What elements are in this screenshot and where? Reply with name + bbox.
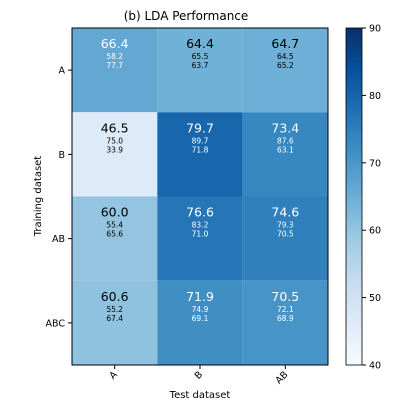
cell-value-label: 66.4 — [101, 36, 129, 51]
heatmap-cell — [157, 196, 243, 281]
cell-subvalue-label: 72.1 — [277, 305, 294, 314]
heatmap-cell — [242, 280, 328, 365]
cell-value-label: 70.5 — [271, 289, 299, 304]
cell-subvalue-label: 65.2 — [277, 61, 294, 70]
colorbar-tick-label: 80 — [369, 91, 381, 102]
y-tick-label: ABC — [46, 318, 66, 329]
y-axis-label: Training dataset — [33, 156, 44, 238]
heatmap-cell — [72, 112, 158, 197]
heatmap-cell — [157, 28, 243, 113]
heatmap-cell — [242, 112, 328, 197]
cell-value-label: 60.0 — [101, 205, 129, 220]
cell-subvalue-label: 65.5 — [192, 52, 209, 61]
cell-value-label: 74.6 — [271, 205, 299, 220]
cell-subvalue-label: 70.5 — [277, 230, 294, 239]
cell-subvalue-label: 68.9 — [277, 314, 294, 323]
cell-subvalue-label: 75.0 — [106, 136, 123, 145]
heatmap-cell — [242, 196, 328, 281]
cell-value-label: 76.6 — [186, 205, 214, 220]
colorbar-tick-label: 40 — [369, 361, 381, 372]
x-axis-ticks: A B AB — [107, 365, 290, 386]
cell-subvalue-label: 63.1 — [277, 145, 294, 154]
cell-subvalue-label: 69.1 — [192, 314, 209, 323]
heatmap-cell — [242, 28, 328, 113]
colorbar-ticks: 40 50 60 70 80 90 — [362, 24, 381, 372]
cell-subvalue-label: 79.3 — [277, 221, 294, 230]
cell-subvalue-label: 55.2 — [106, 305, 123, 314]
cell-subvalue-label: 71.8 — [192, 145, 209, 154]
cell-subvalue-label: 87.6 — [277, 136, 294, 145]
cell-subvalue-label: 83.2 — [192, 221, 209, 230]
cell-subvalue-label: 65.6 — [106, 230, 123, 239]
cell-value-label: 73.4 — [271, 120, 299, 135]
cell-value-label: 64.7 — [271, 36, 299, 51]
cell-value-label: 79.7 — [186, 120, 214, 135]
cell-subvalue-label: 74.9 — [192, 305, 209, 314]
cell-value-label: 60.6 — [101, 289, 129, 304]
cell-subvalue-label: 77.7 — [106, 61, 123, 70]
x-tick-label: B — [193, 369, 205, 381]
cell-value-label: 64.4 — [186, 36, 214, 51]
cell-value-label: 71.9 — [186, 289, 214, 304]
heatmap-cells — [72, 28, 328, 365]
x-tick-label: A — [107, 369, 120, 382]
colorbar-tick-label: 70 — [369, 158, 381, 169]
cell-subvalue-label: 55.4 — [106, 221, 123, 230]
y-tick-label: A — [59, 66, 66, 77]
heatmap-cell — [157, 112, 243, 197]
colorbar — [345, 27, 363, 366]
heatmap-cell — [72, 28, 158, 113]
heatmap-cell — [72, 280, 158, 365]
cell-subvalue-label: 33.9 — [106, 145, 123, 154]
cell-subvalue-label: 89.7 — [192, 136, 209, 145]
x-axis-label: Test dataset — [169, 390, 231, 401]
cell-subvalue-label: 64.5 — [277, 52, 294, 61]
heatmap-cell — [157, 280, 243, 365]
x-tick-label: AB — [273, 369, 290, 386]
colorbar-tick-label: 50 — [369, 293, 381, 304]
colorbar-tick-label: 90 — [369, 24, 381, 35]
cell-subvalue-label: 58.2 — [106, 52, 123, 61]
chart-title: (b) LDA Performance — [124, 9, 249, 23]
cell-subvalue-label: 67.4 — [106, 314, 123, 323]
colorbar-tick-label: 60 — [369, 226, 381, 237]
heatmap-cell — [72, 196, 158, 281]
cell-subvalue-label: 63.7 — [192, 61, 209, 70]
cell-value-label: 46.5 — [101, 120, 129, 135]
y-tick-label: AB — [52, 234, 65, 245]
cell-subvalue-label: 71.0 — [192, 230, 209, 239]
heatmap-cell-labels: 66.458.277.7 64.465.563.7 64.764.565.2 46.5… — [101, 36, 300, 323]
y-tick-label: B — [58, 150, 65, 161]
